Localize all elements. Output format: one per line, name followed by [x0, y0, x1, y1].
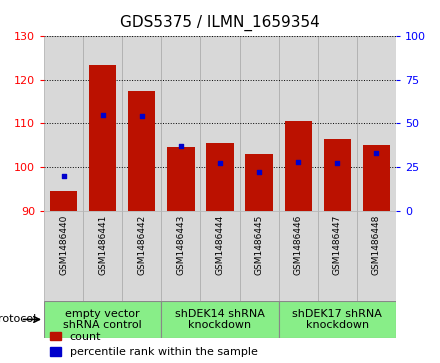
Point	[60, 173, 67, 179]
Text: GSM1486442: GSM1486442	[137, 215, 146, 275]
Bar	[44, 211, 83, 301]
Text: GSM1486441: GSM1486441	[98, 215, 107, 276]
Bar	[318, 211, 357, 301]
Text: GSM1486447: GSM1486447	[333, 215, 342, 276]
Bar	[167, 147, 194, 211]
Text: GSM1486444: GSM1486444	[216, 215, 224, 275]
Bar	[279, 301, 396, 338]
Bar	[44, 301, 161, 338]
Bar	[122, 36, 161, 211]
Bar	[89, 65, 116, 211]
Bar	[128, 91, 155, 211]
Bar	[206, 143, 234, 211]
Point	[334, 160, 341, 166]
Point	[373, 150, 380, 156]
Bar	[161, 36, 201, 211]
Text: GSM1486448: GSM1486448	[372, 215, 381, 276]
Bar	[83, 211, 122, 301]
Bar	[83, 36, 122, 211]
Point	[99, 112, 106, 118]
Text: shDEK17 shRNA
knockdown: shDEK17 shRNA knockdown	[293, 309, 382, 330]
Bar	[201, 36, 239, 211]
Text: protocol: protocol	[0, 314, 40, 325]
Bar	[239, 211, 279, 301]
Bar	[122, 211, 161, 301]
Bar	[318, 36, 357, 211]
Bar	[285, 121, 312, 211]
Bar	[324, 139, 351, 211]
Point	[216, 160, 224, 166]
Point	[177, 143, 184, 149]
Point	[138, 114, 145, 119]
Text: GSM1486446: GSM1486446	[294, 215, 303, 276]
Bar	[279, 36, 318, 211]
Bar	[239, 36, 279, 211]
Bar	[279, 211, 318, 301]
Bar	[161, 301, 279, 338]
Text: empty vector
shRNA control: empty vector shRNA control	[63, 309, 142, 330]
Bar	[246, 154, 273, 211]
Text: GDS5375 / ILMN_1659354: GDS5375 / ILMN_1659354	[120, 15, 320, 31]
Bar	[363, 145, 390, 211]
Point	[256, 169, 263, 175]
Point	[295, 159, 302, 165]
Bar	[44, 36, 83, 211]
Bar	[50, 191, 77, 211]
Text: GSM1486445: GSM1486445	[255, 215, 264, 276]
Bar	[201, 211, 239, 301]
Text: GSM1486440: GSM1486440	[59, 215, 68, 276]
Legend: count, percentile rank within the sample: count, percentile rank within the sample	[50, 332, 257, 358]
Text: shDEK14 shRNA
knockdown: shDEK14 shRNA knockdown	[175, 309, 265, 330]
Text: GSM1486443: GSM1486443	[176, 215, 185, 276]
Bar	[357, 211, 396, 301]
Bar	[161, 211, 201, 301]
Bar	[357, 36, 396, 211]
